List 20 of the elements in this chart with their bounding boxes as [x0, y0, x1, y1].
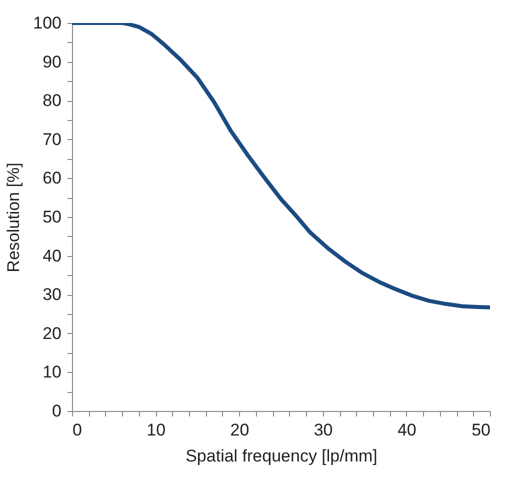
y-tick-label: 30 — [42, 285, 62, 304]
x-tick-label: 0 — [72, 420, 82, 440]
x-tick-label: 40 — [397, 420, 416, 440]
x-tick-label: 30 — [314, 420, 333, 440]
x-tick-label: 10 — [146, 420, 166, 440]
y-tick-label: 20 — [42, 324, 62, 343]
x-tick-label: 20 — [230, 420, 250, 440]
y-axis-title: Resolution [%] — [4, 162, 24, 272]
y-tick-label: 90 — [42, 52, 62, 72]
y-tick-label: 0 — [52, 402, 62, 420]
x-tick-label: 50 — [472, 420, 490, 440]
y-tick-label: 40 — [42, 246, 62, 266]
y-tick-label: 10 — [42, 362, 62, 382]
x-axis-title: Spatial frequency [lp/mm] — [186, 446, 378, 466]
line-series — [72, 23, 490, 310]
y-tick-label: 60 — [42, 168, 62, 188]
y-tick-label: 80 — [42, 91, 62, 110]
y-tick-label: 100 — [33, 14, 62, 32]
y-tick-label: 70 — [42, 130, 62, 149]
y-tick-label: 50 — [42, 208, 62, 226]
